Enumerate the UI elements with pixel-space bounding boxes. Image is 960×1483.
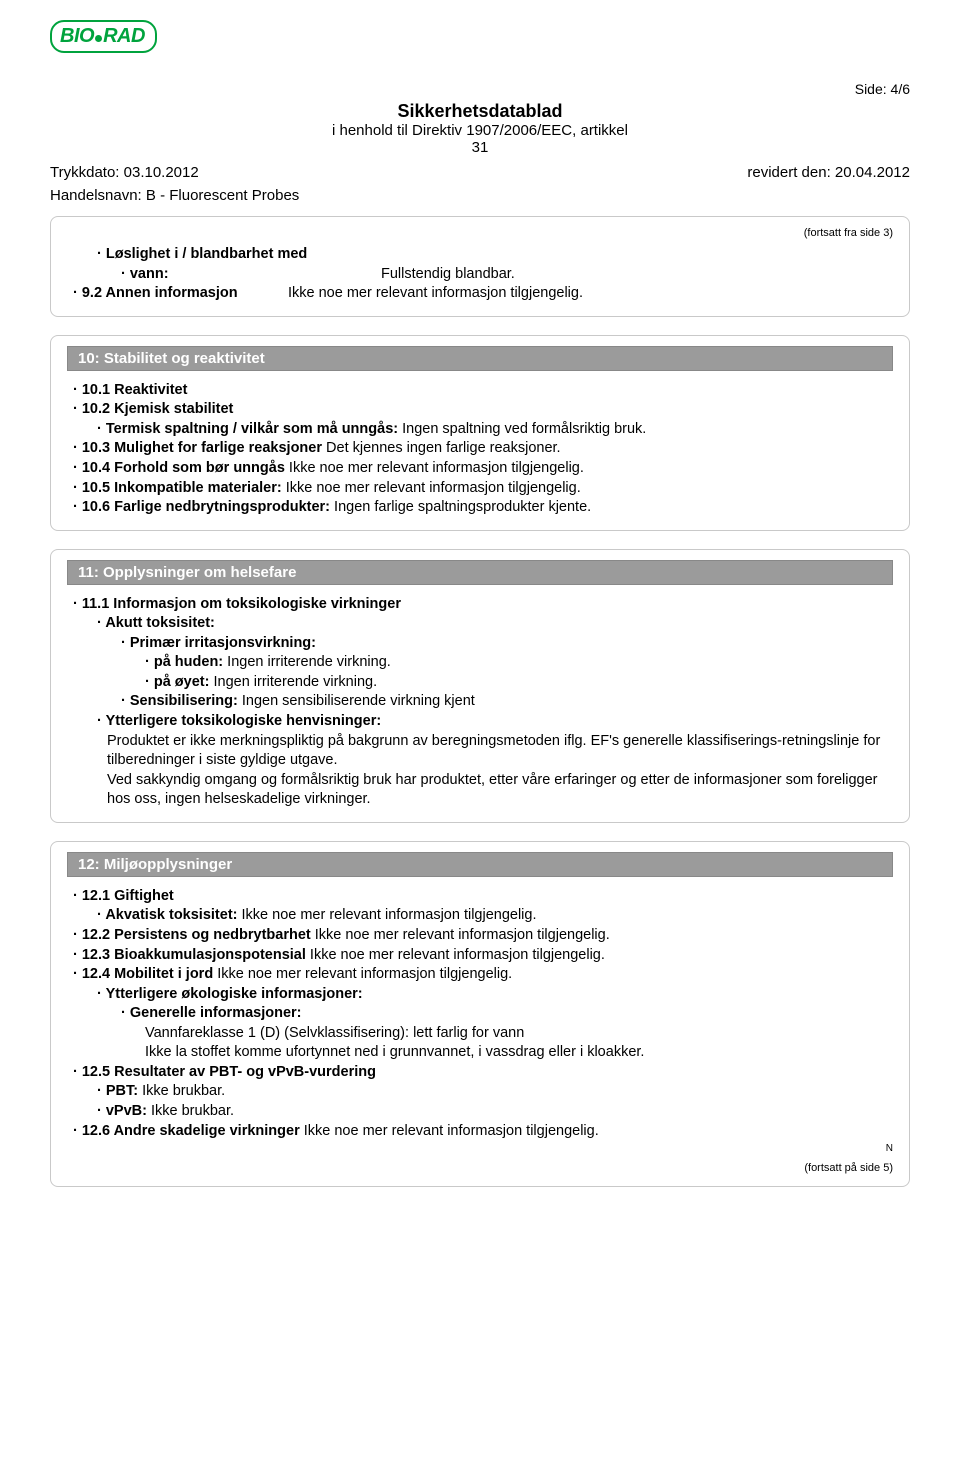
continued-to: (fortsatt på side 5) — [67, 1162, 893, 1174]
s12-5: · Ytterligere økologiske informasjoner: — [97, 985, 893, 1005]
header: Side: 4/6 Sikkerhetsdatablad i henhold t… — [50, 81, 910, 204]
s10-6: · 10.6 Farlige nedbrytningsprodukter: In… — [73, 498, 893, 518]
s10-5: · 10.5 Inkompatible materialer: Ikke noe… — [73, 479, 893, 499]
s12-1a: · Akvatisk toksisitet: Ikke noe mer rele… — [97, 906, 893, 926]
s12-4-v: Ikke noe mer relevant informasjon tilgje… — [213, 966, 512, 982]
s11-primary: · Primær irritasjonsvirkning: — [121, 634, 893, 654]
s10-4b: Ikke noe mer relevant informasjon tilgje… — [285, 460, 584, 476]
continued-from: (fortsatt fra side 3) — [67, 227, 893, 239]
s12-7a-l: · PBT: — [97, 1083, 138, 1099]
s10-4a: · 10.4 Forhold som bør unngås — [73, 460, 285, 476]
s12-7b-v: Ikke brukbar. — [147, 1103, 234, 1119]
s10-1: · 10.1 Reaktivitet — [73, 381, 893, 401]
s11-skin-v: Ingen irriterende virkning. — [223, 654, 391, 670]
s10-5b: Ikke noe mer relevant informasjon tilgje… — [282, 480, 581, 496]
s11-eye-l: · på øyet: — [145, 674, 209, 690]
s9-solubility-label: · Løslighet i / blandbarhet med — [97, 245, 893, 265]
s10-3b: Det kjennes ingen farlige reaksjoner. — [322, 440, 561, 456]
s12-6: · Generelle informasjoner: — [121, 1004, 893, 1024]
s11-eye-v: Ingen irriterende virkning. — [209, 674, 377, 690]
s9-other-label: · 9.2 Annen informasjon — [73, 284, 288, 304]
s12-8-v: Ikke noe mer relevant informasjon tilgje… — [300, 1123, 599, 1139]
s12-1: · 12.1 Giftighet — [73, 887, 893, 907]
doc-subtitle-2: 31 — [50, 139, 910, 156]
s10-4: · 10.4 Forhold som bør unngås Ikke noe m… — [73, 459, 893, 479]
card-section-10: 10: Stabilitet og reaktivitet · 10.1 Rea… — [50, 335, 910, 531]
s11-sens-l: · Sensibilisering: — [121, 693, 238, 709]
page-number: Side: 4/6 — [50, 81, 910, 97]
s12-1a-l: · Akvatisk toksisitet: — [97, 907, 237, 923]
s11-eye: · på øyet: Ingen irriterende virkning. — [145, 673, 893, 693]
logo-text-1: BIO — [60, 25, 94, 47]
section-12-heading: 12: Miljøopplysninger — [67, 852, 893, 877]
card-section-9: (fortsatt fra side 3) · Løslighet i / bl… — [50, 216, 910, 317]
s12-7a-v: Ikke brukbar. — [138, 1083, 225, 1099]
s11-1: · 11.1 Informasjon om toksikologiske vir… — [73, 595, 893, 615]
s11-skin-l: · på huden: — [145, 654, 223, 670]
s12-7b-l: · vPvB: — [97, 1103, 147, 1119]
s12-8-l: · 12.6 Andre skadelige virkninger — [73, 1123, 300, 1139]
print-date: Trykkdato: 03.10.2012 — [50, 164, 199, 181]
s12-7a: · PBT: Ikke brukbar. — [97, 1082, 893, 1102]
s12-8: · 12.6 Andre skadelige virkninger Ikke n… — [73, 1122, 893, 1142]
s11-sens: · Sensibilisering: Ingen sensibiliserend… — [121, 692, 893, 712]
main-content: (fortsatt fra side 3) · Løslighet i / bl… — [50, 216, 910, 1187]
s12-3-l: · 12.3 Bioakkumulasjonspotensial — [73, 947, 306, 963]
section-11-heading: 11: Opplysninger om helsefare — [67, 560, 893, 585]
logo-text-2: RAD — [103, 25, 145, 47]
s10-2-thermal: · Termisk spaltning / vilkår som må unng… — [97, 420, 893, 440]
section-10-heading: 10: Stabilitet og reaktivitet — [67, 346, 893, 371]
s10-5a: · 10.5 Inkompatible materialer: — [73, 480, 282, 496]
logo: BIO RAD — [50, 20, 157, 53]
s9-other-value: Ikke noe mer relevant informasjon tilgje… — [288, 284, 583, 304]
s12-6b: Ikke la stoffet komme ufortynnet ned i g… — [145, 1043, 893, 1063]
logo-dot-icon — [95, 35, 102, 42]
s12-7: · 12.5 Resultater av PBT- og vPvB-vurder… — [73, 1063, 893, 1083]
logo-container: BIO RAD — [50, 20, 910, 53]
s11-add: · Ytterligere toksikologiske henvisninge… — [97, 712, 893, 732]
s9-other-row: · 9.2 Annen informasjon Ikke noe mer rel… — [73, 284, 893, 304]
s10-2a: · Termisk spaltning / vilkår som må unng… — [97, 421, 398, 437]
s10-6a: · 10.6 Farlige nedbrytningsprodukter: — [73, 499, 330, 515]
s10-6b: Ingen farlige spaltningsprodukter kjente… — [330, 499, 591, 515]
revised-date: revidert den: 20.04.2012 — [747, 164, 910, 181]
s11-acute: · Akutt toksisitet: — [97, 614, 893, 634]
doc-title: Sikkerhetsdatablad — [50, 101, 910, 122]
s12-3-v: Ikke noe mer relevant informasjon tilgje… — [306, 947, 605, 963]
s11-sens-v: Ingen sensibiliserende virkning kjent — [238, 693, 475, 709]
card-section-12: 12: Miljøopplysninger · 12.1 Giftighet ·… — [50, 841, 910, 1187]
s9-water-value: Fullstendig blandbar. — [381, 265, 515, 285]
s10-3: · 10.3 Mulighet for farlige reaksjoner D… — [73, 439, 893, 459]
s10-2: · 10.2 Kjemisk stabilitet — [73, 400, 893, 420]
s12-3: · 12.3 Bioakkumulasjonspotensial Ikke no… — [73, 946, 893, 966]
s12-2-v: Ikke noe mer relevant informasjon tilgje… — [311, 927, 610, 943]
s11-para1: Produktet er ikke merkningspliktig på ba… — [107, 732, 893, 771]
s12-2-l: · 12.2 Persistens og nedbrytbarhet — [73, 927, 311, 943]
s12-4-l: · 12.4 Mobilitet i jord — [73, 966, 213, 982]
s12-4: · 12.4 Mobilitet i jord Ikke noe mer rel… — [73, 965, 893, 985]
s12-2: · 12.2 Persistens og nedbrytbarhet Ikke … — [73, 926, 893, 946]
cont-n: N — [67, 1143, 893, 1154]
s9-water-label: · vann: — [121, 265, 381, 285]
s11-skin: · på huden: Ingen irriterende virkning. — [145, 653, 893, 673]
s10-3a: · 10.3 Mulighet for farlige reaksjoner — [73, 440, 322, 456]
s12-7b: · vPvB: Ikke brukbar. — [97, 1102, 893, 1122]
s9-water-row: · vann: Fullstendig blandbar. — [121, 265, 893, 285]
date-row: Trykkdato: 03.10.2012 revidert den: 20.0… — [50, 164, 910, 181]
s11-para2: Ved sakkyndig omgang og formålsriktig br… — [107, 771, 893, 810]
s10-2b: Ingen spaltning ved formålsriktig bruk. — [398, 421, 646, 437]
product-name: Handelsnavn: B - Fluorescent Probes — [50, 187, 910, 204]
s12-1a-v: Ikke noe mer relevant informasjon tilgje… — [237, 907, 536, 923]
card-section-11: 11: Opplysninger om helsefare · 11.1 Inf… — [50, 549, 910, 823]
doc-subtitle-1: i henhold til Direktiv 1907/2006/EEC, ar… — [50, 122, 910, 139]
s12-6a: Vannfareklasse 1 (D) (Selvklassifisering… — [145, 1024, 893, 1044]
